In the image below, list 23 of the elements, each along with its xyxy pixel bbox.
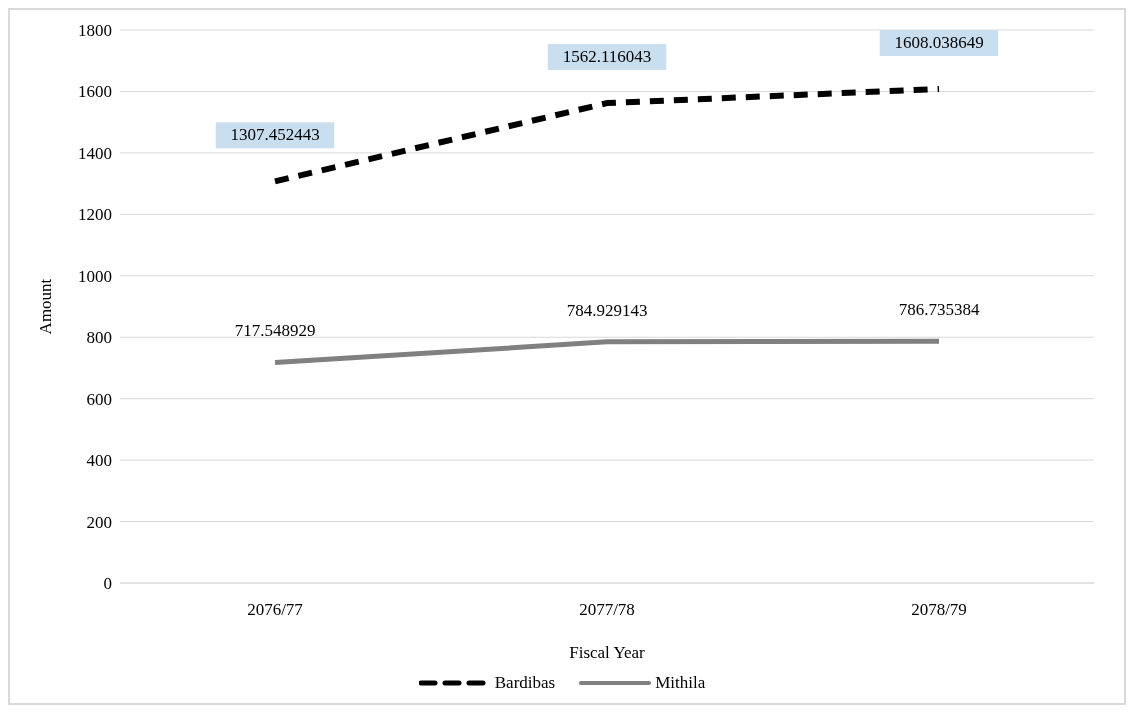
y-tick-label: 1000 <box>78 266 112 286</box>
data-label: 1307.452443 <box>230 125 320 145</box>
x-axis-title: Fiscal Year <box>569 643 646 662</box>
x-tick-label: 2077/78 <box>579 600 635 620</box>
data-label: 717.548929 <box>234 321 316 341</box>
y-tick-label: 200 <box>86 512 112 532</box>
y-tick-label: 0 <box>103 574 112 594</box>
data-label: 784.929143 <box>566 300 648 320</box>
y-tick-label: 1400 <box>78 143 112 163</box>
data-label: 786.735384 <box>898 300 980 320</box>
y-tick-label: 1800 <box>78 21 112 41</box>
data-label: 1608.038649 <box>894 32 984 52</box>
legend-label: Mithila <box>655 673 706 693</box>
legend-label: Bardibas <box>494 673 556 693</box>
data-label: 1562.116043 <box>562 46 652 66</box>
y-tick-label: 600 <box>86 389 112 409</box>
x-tick-label: 2076/77 <box>247 600 304 620</box>
y-axis-title: Amount <box>36 278 56 335</box>
y-tick-label: 400 <box>86 451 112 471</box>
y-tick-label: 800 <box>86 328 112 348</box>
x-tick-label: 2078/79 <box>911 600 967 620</box>
y-tick-label: 1200 <box>78 205 112 225</box>
y-tick-label: 1600 <box>78 82 112 102</box>
